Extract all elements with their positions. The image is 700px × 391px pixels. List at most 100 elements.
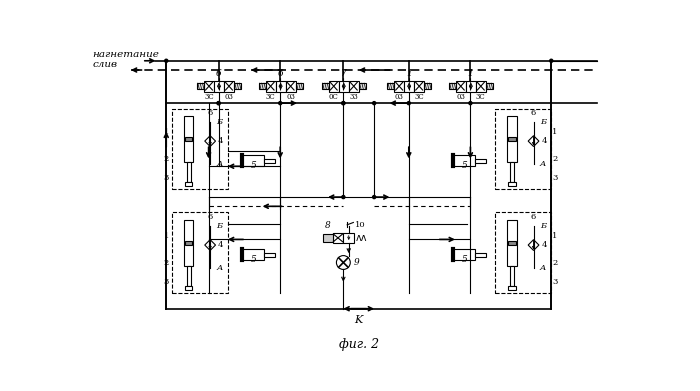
Bar <box>454 249 475 260</box>
Text: 2: 2 <box>552 258 558 267</box>
Bar <box>187 266 191 285</box>
Bar <box>332 233 344 242</box>
Text: 1: 1 <box>164 127 169 136</box>
Bar <box>387 83 394 89</box>
Bar <box>508 220 517 266</box>
Bar <box>476 81 486 91</box>
Text: А: А <box>540 264 546 272</box>
Text: 4: 4 <box>541 241 547 249</box>
Bar <box>466 81 476 91</box>
Circle shape <box>279 102 282 105</box>
Bar <box>172 109 228 189</box>
Text: 6: 6 <box>216 69 221 78</box>
Text: 4: 4 <box>541 137 547 145</box>
Bar <box>185 285 193 290</box>
Circle shape <box>469 102 472 105</box>
Bar <box>264 159 275 163</box>
Circle shape <box>342 102 345 105</box>
Text: 1: 1 <box>552 127 558 136</box>
Text: 5: 5 <box>461 255 467 264</box>
Bar <box>185 182 193 186</box>
Text: 3: 3 <box>552 174 558 182</box>
Bar <box>242 249 264 260</box>
Circle shape <box>164 59 168 62</box>
Text: ʌʌ: ʌʌ <box>356 233 368 243</box>
Circle shape <box>217 102 220 105</box>
Text: 1: 1 <box>164 231 169 240</box>
Text: 10: 10 <box>355 221 365 229</box>
Bar <box>264 253 275 257</box>
Text: 4: 4 <box>218 241 223 249</box>
Bar <box>424 83 431 89</box>
Bar <box>234 83 241 89</box>
Text: слив: слив <box>92 60 118 69</box>
Text: 8: 8 <box>325 221 331 230</box>
Bar <box>508 241 516 245</box>
Bar <box>475 253 486 257</box>
Bar <box>265 81 276 91</box>
Text: 3С: 3С <box>266 93 275 101</box>
Bar <box>349 81 358 91</box>
Text: 03: 03 <box>225 93 233 101</box>
Text: Б: Б <box>540 118 546 126</box>
Circle shape <box>372 102 376 105</box>
Text: 6: 6 <box>207 109 213 117</box>
Bar <box>197 83 204 89</box>
Bar <box>224 81 234 91</box>
Text: 1: 1 <box>468 69 473 78</box>
Text: 2: 2 <box>552 154 558 163</box>
Bar <box>322 83 329 89</box>
Text: А: А <box>216 264 223 272</box>
Text: 9: 9 <box>354 258 359 267</box>
Text: А: А <box>216 160 223 168</box>
Text: Б: Б <box>216 118 223 126</box>
Bar <box>454 156 475 166</box>
Text: 2: 2 <box>164 154 169 163</box>
Circle shape <box>407 102 410 105</box>
Text: 0С: 0С <box>329 93 339 101</box>
Bar <box>276 81 286 91</box>
Text: Б: Б <box>216 222 223 230</box>
Bar <box>404 81 414 91</box>
Circle shape <box>372 196 376 199</box>
Bar <box>258 83 265 89</box>
Bar <box>344 233 354 242</box>
Text: 2: 2 <box>164 258 169 267</box>
Bar <box>449 83 456 89</box>
Bar <box>394 81 404 91</box>
Text: 3: 3 <box>164 278 169 286</box>
Circle shape <box>342 102 345 105</box>
Text: 7: 7 <box>340 69 346 78</box>
Circle shape <box>342 196 345 199</box>
Bar <box>414 81 424 91</box>
Text: K: K <box>355 315 363 325</box>
Text: А: А <box>540 160 546 168</box>
Text: 1: 1 <box>552 231 558 240</box>
Text: 03: 03 <box>395 93 404 101</box>
Text: 5: 5 <box>461 161 467 170</box>
Bar <box>187 162 191 182</box>
Text: 6: 6 <box>531 109 536 117</box>
Text: 3С: 3С <box>476 93 486 101</box>
Bar <box>495 212 552 293</box>
Bar <box>185 137 193 141</box>
Bar <box>286 81 295 91</box>
Bar <box>358 83 365 89</box>
Text: 5: 5 <box>251 255 256 264</box>
Text: 6: 6 <box>207 213 213 221</box>
Bar <box>242 156 264 166</box>
Bar <box>172 212 228 293</box>
Bar <box>339 81 349 91</box>
Bar <box>295 83 302 89</box>
Text: 6: 6 <box>531 213 536 221</box>
Text: 03: 03 <box>456 93 466 101</box>
Circle shape <box>550 59 553 62</box>
Text: фиг. 2: фиг. 2 <box>339 338 379 351</box>
Bar <box>508 137 516 141</box>
Bar <box>486 83 493 89</box>
Bar <box>184 220 193 266</box>
Bar <box>510 162 514 182</box>
Text: 5: 5 <box>251 161 256 170</box>
Text: 3: 3 <box>164 174 169 182</box>
Text: 4: 4 <box>218 137 223 145</box>
